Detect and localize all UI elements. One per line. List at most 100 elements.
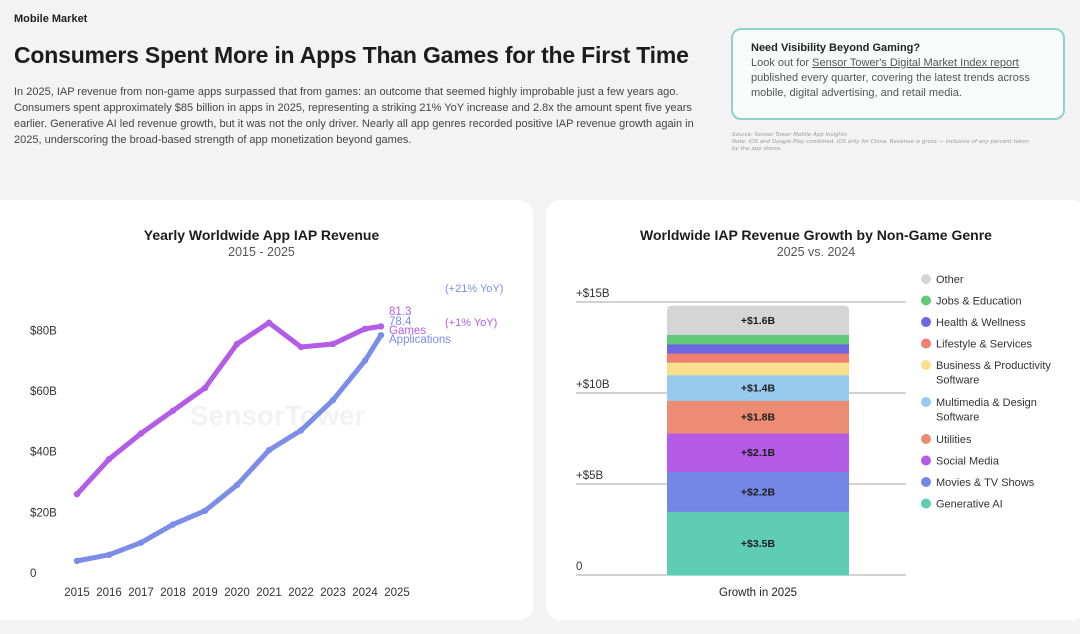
data-point: [361, 357, 369, 364]
legend-label: Movies & TV Shows: [936, 477, 1035, 489]
data-point: [233, 340, 241, 348]
legend-swatch: [921, 295, 931, 306]
line-chart-subtitle: 2015 - 2025: [228, 245, 295, 259]
segment-label: +$2.1B: [741, 447, 776, 459]
bar-segment: [667, 334, 849, 345]
bar-chart-subtitle: 2025 vs. 2024: [776, 245, 856, 259]
source-line: Source: Sensor Tower Mobile App Insights: [732, 132, 847, 138]
y-tick-label: 0: [576, 561, 582, 573]
bar-segment: [667, 471, 849, 512]
y-tick-label: +$15B: [576, 288, 610, 300]
dmi-report-link[interactable]: Sensor Tower's Digital Market Index repo…: [812, 57, 1019, 69]
x-tick-label: 2016: [96, 587, 122, 599]
bar-segment: [667, 511, 849, 576]
bar-segment: [667, 305, 849, 335]
x-tick-label: 2015: [64, 587, 90, 599]
bar-segment: [667, 433, 849, 472]
x-tick-label: 2023: [320, 587, 346, 599]
data-point: [377, 331, 385, 339]
x-tick-label: 2022: [288, 587, 314, 599]
source-note: Source: Sensor Tower Mobile App Insights…: [732, 132, 1032, 153]
legend-label: Other: [936, 274, 964, 286]
x-tick-label: 2020: [224, 587, 250, 599]
y-tick-label: $60B: [30, 386, 57, 398]
x-tick-label: 2019: [192, 587, 218, 599]
segment-label: +$1.8B: [741, 412, 776, 424]
y-tick-label: $20B: [30, 507, 57, 519]
data-point: [265, 446, 273, 454]
games-end-value: 81.3: [389, 306, 411, 318]
data-point: [297, 427, 305, 434]
legend-label: Health & Wellness: [936, 317, 1026, 329]
data-point: [361, 325, 369, 333]
data-point: [233, 481, 241, 489]
data-point: [201, 384, 209, 392]
bar-chart-title: Worldwide IAP Revenue Growth by Non-Game…: [640, 227, 992, 243]
legend-label: Social Media: [936, 456, 1000, 468]
applications-end-value: 78.4: [389, 316, 412, 328]
y-tick-label: +$5B: [576, 470, 604, 482]
data-point: [105, 456, 113, 463]
x-tick-label: 2018: [160, 587, 186, 599]
legend-swatch: [921, 397, 931, 407]
data-point: [73, 490, 81, 498]
games-yoy: (+1% YoY): [445, 317, 497, 329]
callout-body-suffix: published every quarter, covering the la…: [751, 72, 1030, 99]
bar-segment: [667, 374, 849, 401]
legend-swatch: [921, 477, 931, 487]
legend-label: Jobs & Education: [936, 296, 1022, 308]
bar-segment: [667, 362, 849, 376]
data-point: [377, 323, 385, 330]
y-tick-label: $80B: [30, 325, 57, 337]
callout-title: Need Visibility Beyond Gaming?: [751, 42, 921, 54]
data-point: [201, 507, 209, 515]
legend-label: Multimedia & Design Software: [936, 397, 1037, 424]
legend-swatch: [921, 434, 931, 444]
header-section: Mobile Market Consumers Spent More in Ap…: [0, 0, 1080, 190]
legend-swatch: [921, 360, 931, 370]
line-chart-card: Yearly Worldwide App IAP Revenue 2015 - …: [0, 200, 533, 620]
segment-label: +$3.5B: [741, 538, 776, 550]
data-point: [169, 407, 177, 414]
applications-series-label: Applications: [389, 334, 451, 346]
callout-box: Need Visibility Beyond Gaming? Look out …: [731, 28, 1065, 120]
data-point: [73, 557, 81, 565]
games-series-label: Games: [389, 325, 426, 337]
applications-yoy: (+21% YoY): [445, 283, 503, 295]
line-chart-title: Yearly Worldwide App IAP Revenue: [143, 227, 380, 243]
legend-swatch: [921, 338, 931, 349]
intro-paragraph: In 2025, IAP revenue from non-game apps …: [14, 86, 694, 146]
page-title: Consumers Spent More in Apps Than Games …: [14, 42, 689, 68]
callout-body-prefix: Look out for: [751, 57, 813, 69]
data-point: [265, 319, 273, 326]
legend: Other Jobs & Education Health & Wellness Li…: [921, 274, 1051, 511]
legend-swatch: [921, 498, 931, 509]
bar-segment: [667, 400, 849, 434]
data-point: [137, 430, 145, 437]
stacked-bar: +$3.5B +$2.2B +$2.1B +$1.8B +$1.4B +$1.6B: [667, 305, 849, 576]
y-tick-label: 0: [30, 568, 36, 580]
section-label: Mobile Market: [14, 13, 88, 25]
segment-label: +$1.6B: [741, 315, 776, 327]
bar-chart-card: Worldwide IAP Revenue Growth by Non-Game…: [546, 200, 1080, 620]
data-point: [297, 343, 305, 351]
data-point: [329, 396, 337, 404]
legend-label: Lifestyle & Services: [936, 339, 1032, 351]
data-point: [169, 521, 177, 528]
callout-body: Look out for Sensor Tower's Digital Mark…: [751, 56, 1045, 101]
stacked-bar-chart: 0+$5B+$10B+$15B+$3.5B+$2.2B+$2.1B+$1.8B+…: [576, 274, 1051, 599]
legend-swatch: [921, 317, 931, 327]
segment-label: +$2.2B: [741, 486, 776, 498]
legend-swatch: [921, 455, 931, 466]
legend-label: Utilities: [936, 434, 972, 446]
x-tick-label: 2025: [384, 587, 410, 599]
data-point: [137, 539, 145, 546]
x-category-label: Growth in 2025: [719, 587, 797, 599]
y-tick-label: +$10B: [576, 379, 610, 391]
data-point: [105, 551, 113, 558]
watermark-text: SensorTower: [190, 400, 365, 431]
segment-label: +$1.4B: [741, 383, 776, 395]
note-line: Note: iOS and Google Play combined. iOS …: [732, 139, 1029, 152]
x-tick-label: 2024: [352, 587, 378, 599]
bar-segment: [667, 343, 849, 354]
